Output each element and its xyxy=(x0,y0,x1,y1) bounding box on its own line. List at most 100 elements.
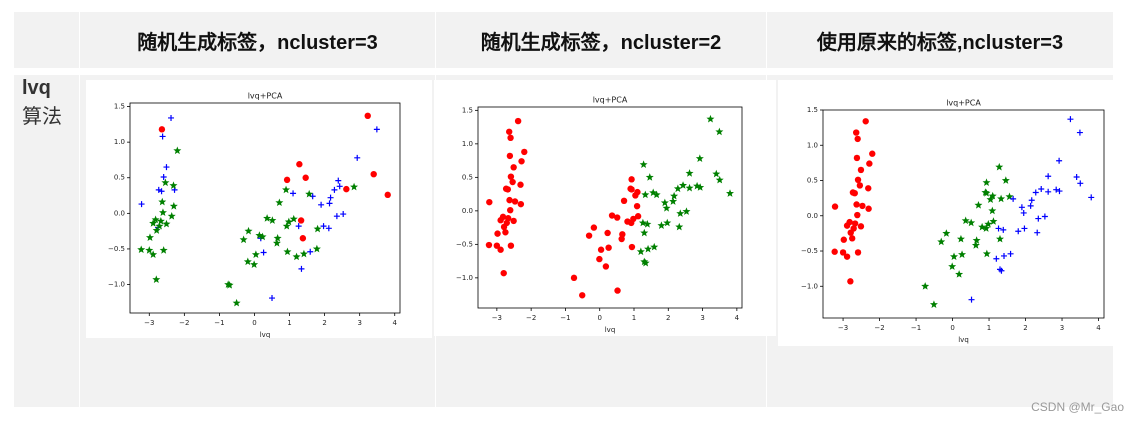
y-tick-label: 0.0 xyxy=(807,212,818,220)
point xyxy=(497,246,504,253)
x-tick-label: −1 xyxy=(560,314,570,322)
x-tick-label: 1 xyxy=(987,324,991,332)
point xyxy=(340,211,347,218)
point xyxy=(161,178,170,187)
point xyxy=(272,239,281,247)
point xyxy=(839,249,847,256)
point xyxy=(851,220,859,227)
point xyxy=(843,253,851,260)
point xyxy=(968,296,975,303)
y-tick-label: 1.0 xyxy=(114,138,125,146)
x-tick-label: 2 xyxy=(322,319,326,327)
point xyxy=(1053,186,1060,193)
point xyxy=(847,229,854,236)
point xyxy=(500,223,508,231)
point xyxy=(849,189,857,196)
point xyxy=(326,200,333,207)
point xyxy=(685,169,694,177)
point xyxy=(500,269,507,277)
point xyxy=(857,223,865,230)
chart-title: lvq+PCA xyxy=(946,99,981,108)
point xyxy=(712,169,721,178)
corner-cell xyxy=(14,12,79,68)
point xyxy=(706,114,715,123)
point xyxy=(657,221,666,229)
point xyxy=(155,186,162,193)
point xyxy=(1001,252,1008,259)
point xyxy=(370,170,377,178)
x-tick-label: −3 xyxy=(838,324,848,332)
point xyxy=(1056,157,1063,164)
point xyxy=(145,233,154,241)
y-tick-label: 0.5 xyxy=(807,177,818,185)
point xyxy=(857,166,865,174)
point xyxy=(1010,195,1017,202)
point xyxy=(1073,173,1080,180)
x-tick-label: −2 xyxy=(526,314,536,322)
point xyxy=(255,231,264,239)
point xyxy=(853,129,860,136)
point xyxy=(364,112,371,120)
point xyxy=(929,300,938,309)
point xyxy=(634,213,642,220)
point xyxy=(493,242,501,249)
point xyxy=(258,232,267,241)
point xyxy=(168,114,175,121)
point xyxy=(570,274,578,282)
x-axis-label: lvq xyxy=(605,326,616,334)
point xyxy=(1076,129,1083,136)
point xyxy=(225,281,234,289)
x-tick-label: −3 xyxy=(144,319,154,327)
x-tick-label: −2 xyxy=(874,324,884,332)
point xyxy=(155,221,164,230)
x-tick-label: −1 xyxy=(214,319,224,327)
point xyxy=(307,248,314,255)
y-tick-label: −0.5 xyxy=(108,245,125,253)
point xyxy=(1067,116,1074,123)
point xyxy=(151,215,160,224)
point xyxy=(641,190,650,199)
point xyxy=(847,278,854,285)
point xyxy=(853,201,860,208)
point xyxy=(585,232,593,239)
point xyxy=(859,202,866,210)
point xyxy=(676,209,685,217)
point xyxy=(1005,192,1014,201)
x-tick-label: 4 xyxy=(1096,324,1101,332)
point xyxy=(1035,215,1042,222)
point xyxy=(298,265,305,272)
point xyxy=(590,224,598,231)
point xyxy=(282,221,291,230)
x-tick-label: 1 xyxy=(287,319,291,327)
point xyxy=(988,191,997,200)
point xyxy=(158,126,166,133)
point xyxy=(152,275,161,283)
point xyxy=(243,257,252,266)
point xyxy=(296,161,303,168)
x-tick-label: 1 xyxy=(632,314,636,322)
y-tick-label: −0.5 xyxy=(456,240,473,248)
point xyxy=(865,185,872,192)
point xyxy=(325,225,332,232)
point xyxy=(972,236,981,244)
point xyxy=(511,198,519,205)
point xyxy=(956,234,965,243)
y-tick-label: 0.5 xyxy=(114,174,125,182)
point xyxy=(639,160,648,169)
point xyxy=(268,216,277,224)
point xyxy=(289,214,298,223)
point xyxy=(1041,213,1048,220)
point xyxy=(988,206,997,215)
x-tick-label: 0 xyxy=(252,319,256,327)
header-cell: 随机生成标签，ncluster=3 xyxy=(80,12,435,68)
plot-frame xyxy=(129,102,401,314)
x-tick-label: 3 xyxy=(700,314,704,322)
point xyxy=(663,218,672,227)
point xyxy=(971,241,980,249)
point xyxy=(506,128,513,135)
point xyxy=(693,181,702,190)
point xyxy=(1088,194,1095,201)
y-tick-label: 1.5 xyxy=(114,103,125,111)
point xyxy=(169,181,178,189)
